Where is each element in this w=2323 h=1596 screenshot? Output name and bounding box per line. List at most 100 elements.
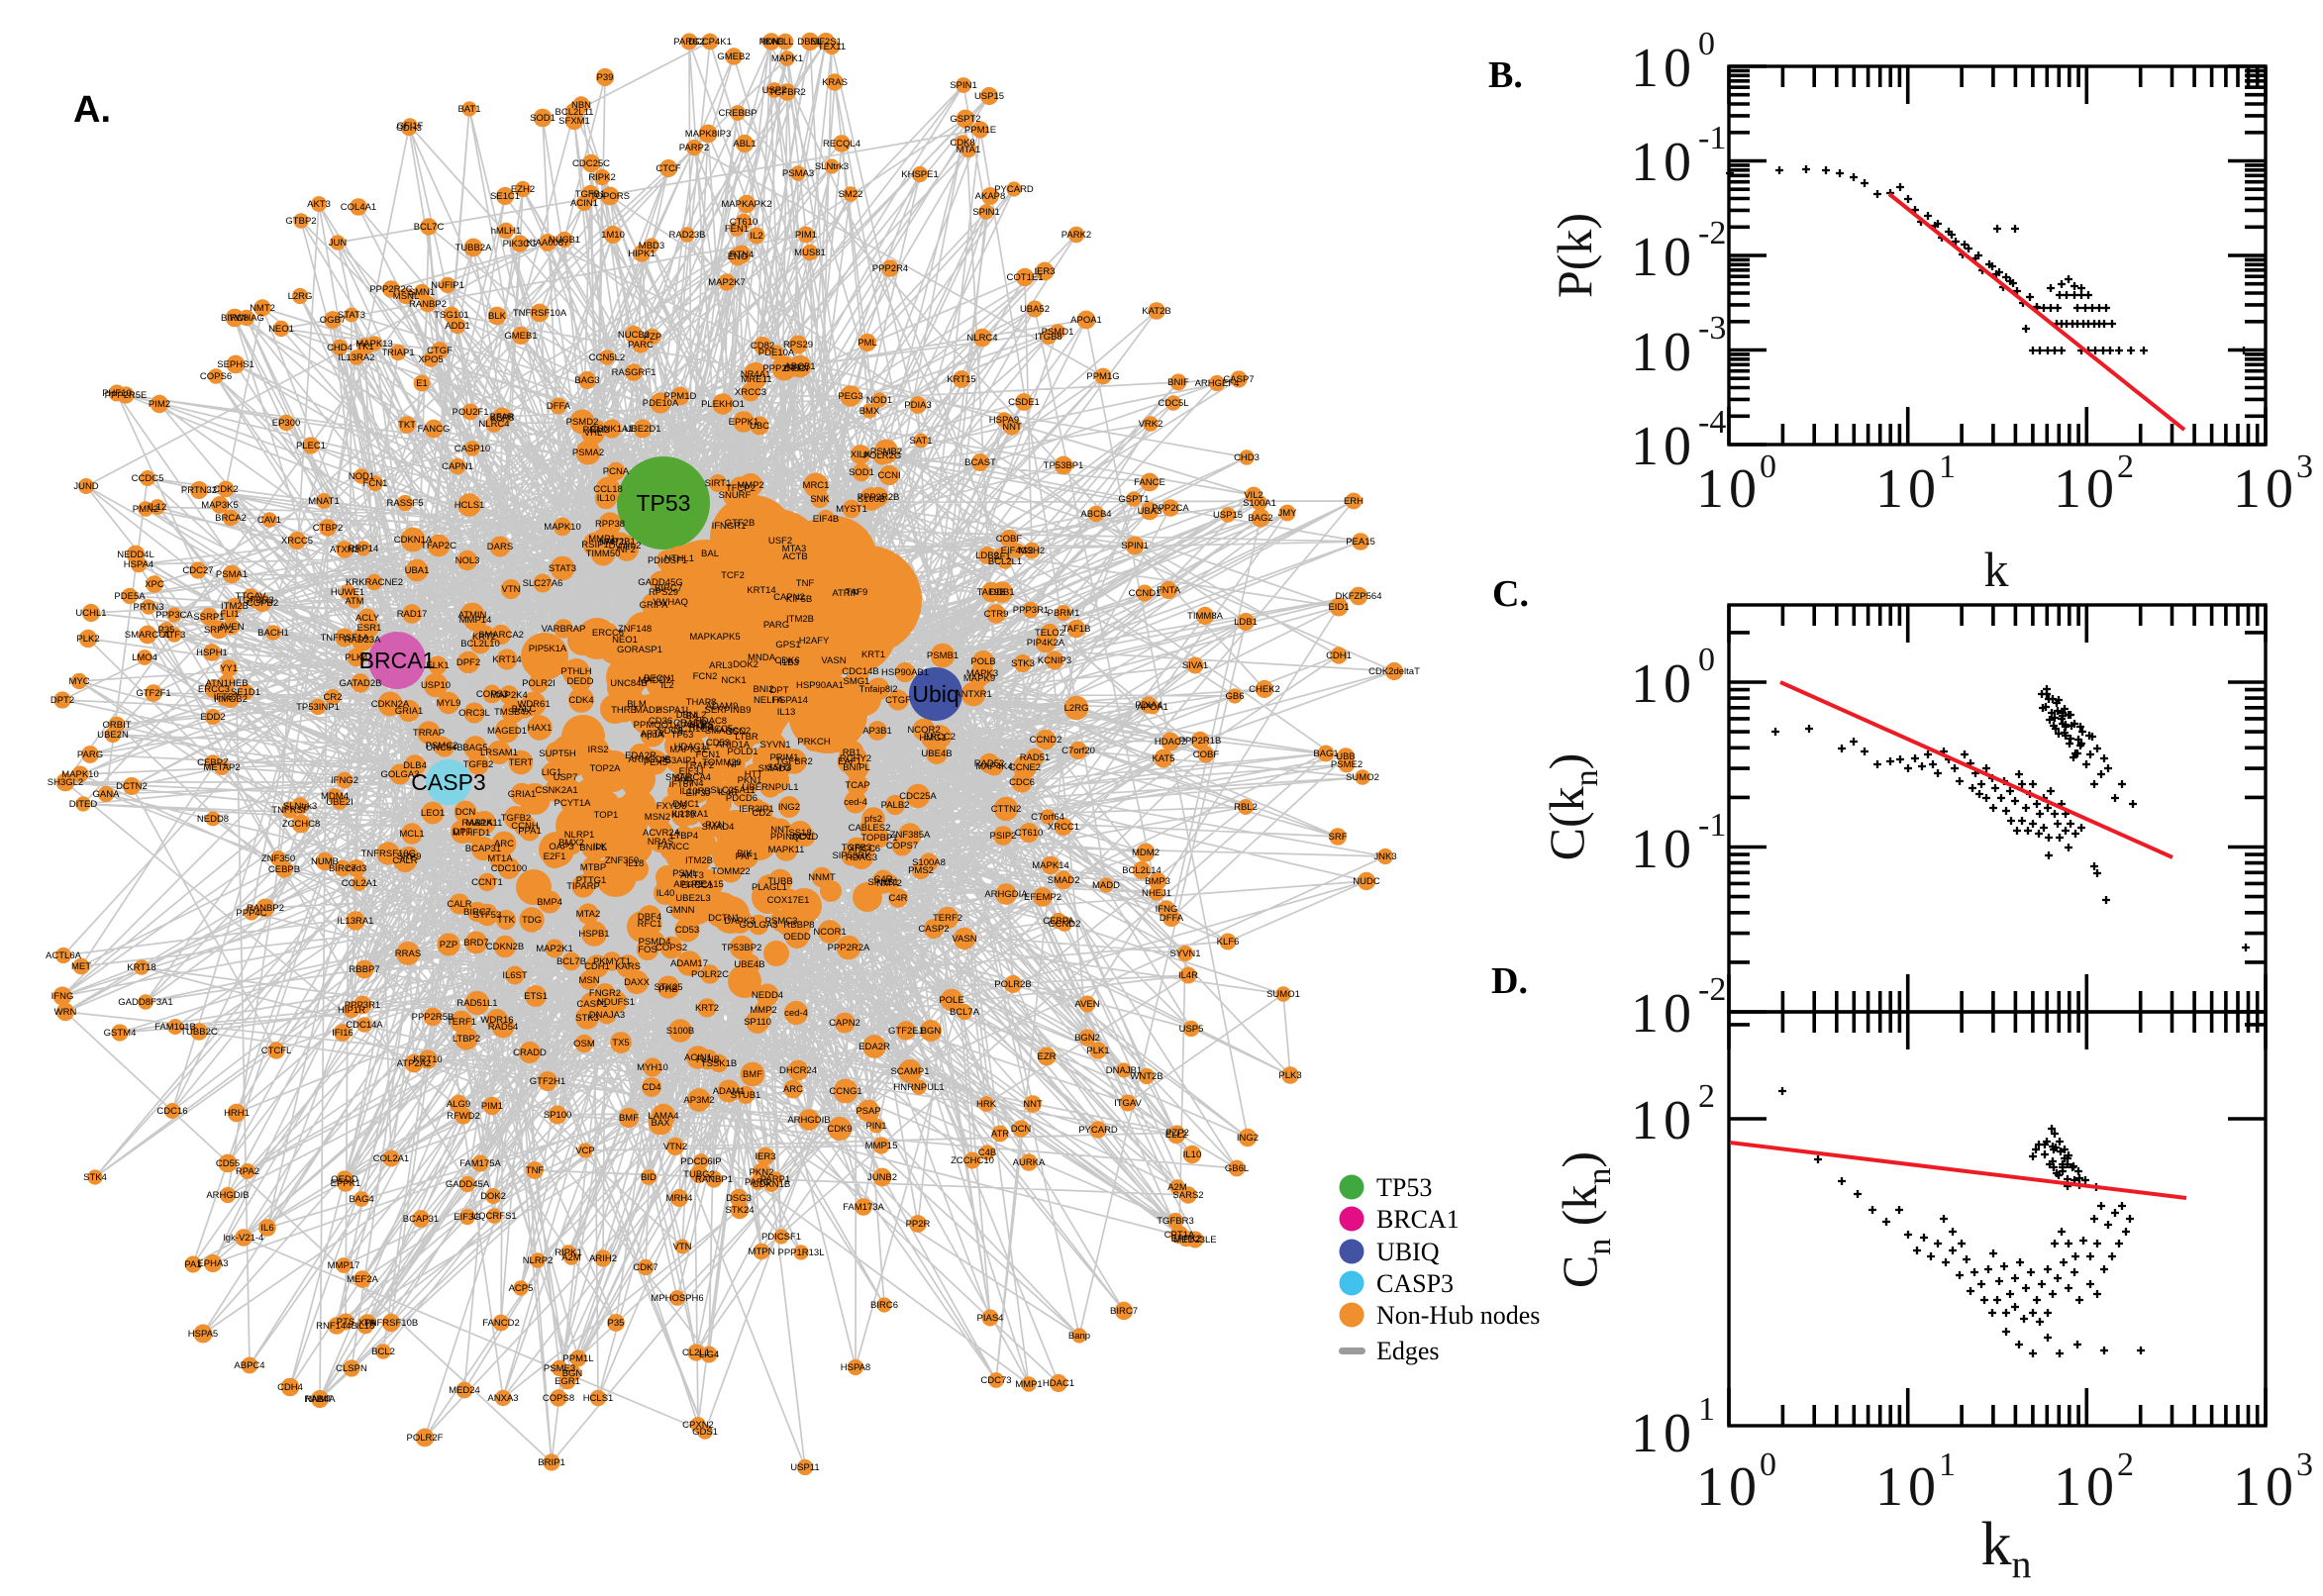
svg-text:TTK: TTK <box>497 915 516 926</box>
svg-text:MSN2: MSN2 <box>645 812 670 823</box>
svg-text:PIM1: PIM1 <box>481 1101 503 1112</box>
svg-text:RASGRF1: RASGRF1 <box>612 367 656 378</box>
svg-text:BMP3: BMP3 <box>1145 876 1170 887</box>
svg-text:APOA1: APOA1 <box>1070 315 1102 326</box>
svg-text:XPC: XPC <box>145 579 164 590</box>
svg-text:VRK2: VRK2 <box>1139 419 1163 430</box>
svg-text:SNK: SNK <box>810 494 830 505</box>
svg-text:MAPK13: MAPK13 <box>355 339 393 349</box>
svg-text:POLD1: POLD1 <box>727 747 758 757</box>
svg-text:USP5: USP5 <box>1179 1024 1204 1035</box>
svg-text:CDC5L: CDC5L <box>1158 398 1188 409</box>
svg-text:GADD8F3A1: GADD8F3A1 <box>118 997 172 1008</box>
svg-text:CTR9: CTR9 <box>984 609 1009 620</box>
svg-text:pfs2: pfs2 <box>864 814 882 825</box>
svg-text:3: 3 <box>2296 449 2313 485</box>
svg-text:RAD17: RAD17 <box>397 609 428 620</box>
svg-text:ABCB4: ABCB4 <box>1080 509 1111 520</box>
svg-text:WDR61: WDR61 <box>517 699 550 710</box>
svg-text:Banp: Banp <box>1068 1331 1090 1342</box>
svg-text:DCN: DCN <box>1011 1124 1032 1135</box>
svg-text:PARG: PARG <box>77 749 103 760</box>
svg-text:VASN: VASN <box>821 655 846 666</box>
svg-text:ING2: ING2 <box>1237 1133 1259 1144</box>
svg-text:10: 10 <box>2233 458 2298 520</box>
svg-text:MYH10: MYH10 <box>637 1062 668 1073</box>
svg-text:CCNE2: CCNE2 <box>1009 762 1041 773</box>
svg-text:KRT14: KRT14 <box>747 585 775 596</box>
svg-text:S100A8: S100A8 <box>912 857 946 868</box>
svg-text:COPS6: COPS6 <box>200 371 232 382</box>
svg-text:PRKCH: PRKCH <box>797 737 830 748</box>
svg-text:PEA15: PEA15 <box>1346 537 1375 548</box>
svg-text:3: 3 <box>2296 1446 2313 1483</box>
svg-text:METAP2: METAP2 <box>203 762 240 773</box>
svg-text:EIF4B: EIF4B <box>813 514 839 525</box>
svg-text:SEPHS1: SEPHS1 <box>217 359 254 370</box>
svg-text:DFFA: DFFA <box>1160 913 1184 924</box>
svg-text:GRIPA: GRIPA <box>640 600 669 611</box>
svg-text:STK24: STK24 <box>725 1205 754 1216</box>
svg-text:SNURF: SNURF <box>719 490 752 501</box>
svg-text:DITED: DITED <box>69 799 98 810</box>
svg-text:BCAST: BCAST <box>964 457 996 468</box>
svg-text:BNIF: BNIF <box>1167 377 1189 388</box>
svg-text:MAP2K1: MAP2K1 <box>536 944 573 954</box>
svg-text:SCAMP1: SCAMP1 <box>890 1066 929 1077</box>
svg-text:RPS29: RPS29 <box>783 340 813 350</box>
svg-text:CDC16: CDC16 <box>156 1106 187 1117</box>
svg-text:PPP2R2C: PPP2R2C <box>369 284 412 295</box>
svg-text:MAP3K5: MAP3K5 <box>201 500 239 511</box>
svg-text:HCLS1: HCLS1 <box>583 1393 614 1404</box>
svg-text:CDH4: CDH4 <box>277 1382 303 1393</box>
svg-text:UCHL1: UCHL1 <box>75 608 106 619</box>
svg-text:NNT: NNT <box>770 825 790 836</box>
svg-text:GSPT1: GSPT1 <box>1118 494 1149 505</box>
svg-text:CTGF: CTGF <box>885 695 911 706</box>
svg-text:CTCF: CTCF <box>656 163 681 174</box>
svg-text:CCNT1: CCNT1 <box>471 877 503 888</box>
svg-text:PPP3R1: PPP3R1 <box>1013 605 1049 616</box>
svg-text:KAT2B: KAT2B <box>1142 306 1170 317</box>
svg-text:BIRC7: BIRC7 <box>1110 1306 1138 1317</box>
svg-text:0: 0 <box>1698 642 1715 678</box>
svg-text:PPP2R5E: PPP2R5E <box>105 390 148 401</box>
svg-text:CLSPN: CLSPN <box>336 1363 367 1374</box>
svg-text:ABPC4: ABPC4 <box>234 1360 264 1371</box>
svg-text:RAD51L1: RAD51L1 <box>456 998 497 1009</box>
svg-text:ERH: ERH <box>1344 496 1364 507</box>
svg-text:CASP3: CASP3 <box>411 769 485 795</box>
svg-text:MDM2: MDM2 <box>1132 848 1160 858</box>
svg-text:PP2R: PP2R <box>906 1219 931 1230</box>
svg-text:CTCFL: CTCFL <box>261 1046 292 1056</box>
svg-text:RAD51: RAD51 <box>1020 752 1051 763</box>
svg-text:CCN5L2: CCN5L2 <box>589 352 625 363</box>
svg-text:ced-4: ced-4 <box>844 797 867 808</box>
svg-text:NTHL1: NTHL1 <box>664 553 694 564</box>
svg-text:BIK: BIK <box>737 848 753 859</box>
svg-text:RAB1A: RAB1A <box>461 818 493 829</box>
svg-text:BAG4: BAG4 <box>349 1194 373 1205</box>
svg-text:ERCC2: ERCC2 <box>924 732 956 743</box>
svg-text:EIF4G2: EIF4G2 <box>1001 546 1034 556</box>
svg-text:KARS: KARS <box>615 961 641 972</box>
svg-text:PDCD6IP: PDCD6IP <box>680 1156 721 1167</box>
svg-text:GTF2B: GTF2B <box>725 518 756 529</box>
svg-text:NOD1: NOD1 <box>866 395 892 406</box>
svg-text:HSPA4: HSPA4 <box>124 559 153 570</box>
svg-text:PEA15: PEA15 <box>694 879 724 890</box>
svg-text:POLR2G: POLR2G <box>863 450 902 461</box>
svg-text:AP3M2: AP3M2 <box>683 1095 714 1106</box>
svg-text:NHEJ1: NHEJ1 <box>1142 888 1171 899</box>
svg-text:GDS1: GDS1 <box>692 1427 718 1438</box>
svg-text:hMLH1: hMLH1 <box>491 226 522 237</box>
svg-text:DBNL: DBNL <box>797 37 822 48</box>
svg-text:PA1: PA1 <box>184 1259 201 1270</box>
svg-text:COX17E1: COX17E1 <box>767 895 810 906</box>
svg-text:KLF6: KLF6 <box>1217 937 1240 948</box>
svg-text:GORASP1: GORASP1 <box>617 645 662 655</box>
svg-text:VARBRAP: VARBRAP <box>542 624 586 635</box>
svg-text:MYST1: MYST1 <box>836 504 867 515</box>
svg-text:MAP2K7: MAP2K7 <box>708 277 746 288</box>
svg-text:KRT15: KRT15 <box>947 374 975 385</box>
